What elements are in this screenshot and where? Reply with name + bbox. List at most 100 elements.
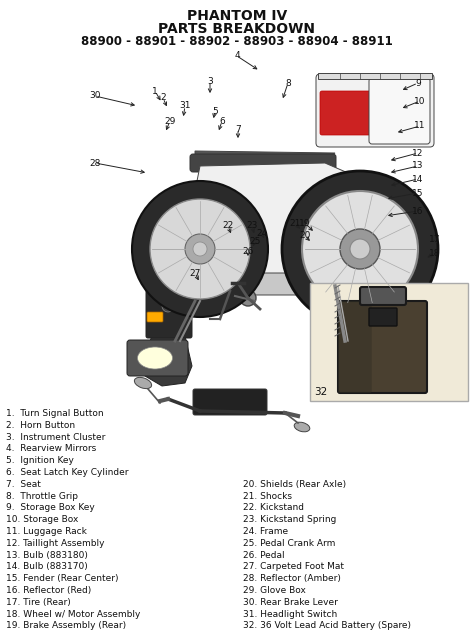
- Text: 22: 22: [222, 221, 234, 230]
- Circle shape: [162, 300, 174, 312]
- Text: 20. Shields (Rear Axle): 20. Shields (Rear Axle): [243, 480, 346, 489]
- FancyBboxPatch shape: [338, 301, 427, 393]
- Text: 31. Headlight Switch: 31. Headlight Switch: [243, 610, 337, 618]
- Circle shape: [340, 229, 380, 269]
- Polygon shape: [195, 151, 335, 161]
- Text: 28: 28: [89, 158, 100, 167]
- Text: 27: 27: [189, 269, 201, 278]
- FancyBboxPatch shape: [369, 308, 397, 326]
- Text: 19. Brake Assembly (Rear): 19. Brake Assembly (Rear): [6, 622, 126, 630]
- FancyBboxPatch shape: [191, 273, 310, 295]
- FancyBboxPatch shape: [186, 189, 200, 278]
- FancyBboxPatch shape: [310, 283, 468, 401]
- FancyBboxPatch shape: [193, 389, 267, 415]
- Text: 22. Kickstand: 22. Kickstand: [243, 504, 304, 512]
- FancyBboxPatch shape: [320, 91, 372, 135]
- Text: 8.  Throttle Grip: 8. Throttle Grip: [6, 492, 78, 500]
- Ellipse shape: [137, 347, 173, 369]
- Polygon shape: [305, 211, 382, 291]
- Text: PHANTOM IV: PHANTOM IV: [187, 9, 287, 23]
- Text: 29. Glove Box: 29. Glove Box: [243, 586, 306, 595]
- Text: 17: 17: [429, 235, 441, 244]
- FancyBboxPatch shape: [147, 312, 163, 322]
- Text: 29: 29: [164, 117, 176, 126]
- Text: 20: 20: [299, 232, 310, 240]
- Circle shape: [282, 171, 438, 327]
- Text: 24: 24: [256, 228, 268, 237]
- Circle shape: [132, 181, 268, 317]
- Text: 31: 31: [179, 102, 191, 110]
- Circle shape: [302, 191, 418, 307]
- Text: 10: 10: [414, 97, 426, 105]
- Text: 21. Shocks: 21. Shocks: [243, 492, 292, 500]
- Text: 32: 32: [314, 387, 327, 397]
- Text: 18: 18: [429, 249, 441, 257]
- Text: PARTS BREAKDOWN: PARTS BREAKDOWN: [158, 22, 316, 36]
- Text: 13. Bulb (883180): 13. Bulb (883180): [6, 551, 88, 560]
- Text: 12. Taillight Assembly: 12. Taillight Assembly: [6, 539, 104, 548]
- Text: 3: 3: [207, 76, 213, 85]
- Text: 32. 36 Volt Lead Acid Battery (Spare): 32. 36 Volt Lead Acid Battery (Spare): [243, 622, 411, 630]
- Text: 14. Bulb (883170): 14. Bulb (883170): [6, 562, 88, 572]
- Text: 7.  Seat: 7. Seat: [6, 480, 41, 489]
- Text: 8: 8: [285, 78, 291, 88]
- FancyBboxPatch shape: [338, 301, 372, 393]
- Text: 88900 - 88901 - 88902 - 88903 - 88904 - 88911: 88900 - 88901 - 88902 - 88903 - 88904 - …: [81, 35, 393, 48]
- Text: 1: 1: [152, 86, 158, 95]
- Text: 30: 30: [89, 91, 101, 100]
- FancyBboxPatch shape: [369, 220, 386, 244]
- Polygon shape: [318, 73, 432, 79]
- Text: 13: 13: [412, 162, 424, 170]
- Ellipse shape: [134, 377, 152, 389]
- Polygon shape: [185, 163, 385, 293]
- Text: 3.  Instrument Cluster: 3. Instrument Cluster: [6, 433, 105, 442]
- Text: 14: 14: [412, 175, 424, 184]
- Text: 19: 19: [299, 218, 311, 228]
- Text: 25. Pedal Crank Arm: 25. Pedal Crank Arm: [243, 539, 336, 548]
- Text: 17. Tire (Rear): 17. Tire (Rear): [6, 598, 71, 607]
- Text: 4: 4: [234, 52, 240, 61]
- Ellipse shape: [294, 422, 310, 432]
- Circle shape: [240, 290, 256, 306]
- FancyBboxPatch shape: [146, 279, 192, 338]
- Text: 16: 16: [412, 206, 424, 216]
- Text: 1.  Turn Signal Button: 1. Turn Signal Button: [6, 409, 104, 418]
- Text: 7: 7: [235, 124, 241, 134]
- Text: 26. Pedal: 26. Pedal: [243, 551, 284, 560]
- Text: 25: 25: [249, 237, 261, 245]
- Text: 10. Storage Box: 10. Storage Box: [6, 515, 78, 524]
- FancyBboxPatch shape: [370, 244, 383, 252]
- Text: 23: 23: [246, 221, 258, 230]
- Text: 30. Rear Brake Lever: 30. Rear Brake Lever: [243, 598, 338, 607]
- Text: 21: 21: [289, 218, 301, 228]
- Text: 27. Carpeted Foot Mat: 27. Carpeted Foot Mat: [243, 562, 344, 572]
- Polygon shape: [148, 193, 200, 336]
- Text: 5.  Ignition Key: 5. Ignition Key: [6, 456, 74, 465]
- Text: 26: 26: [242, 247, 254, 256]
- Polygon shape: [142, 336, 192, 386]
- Text: 2.  Horn Button: 2. Horn Button: [6, 421, 75, 430]
- Text: 12: 12: [412, 148, 424, 158]
- Text: 16. Reflector (Red): 16. Reflector (Red): [6, 586, 91, 595]
- Text: 4.  Rearview Mirrors: 4. Rearview Mirrors: [6, 444, 96, 454]
- Circle shape: [193, 242, 207, 256]
- Text: 9: 9: [415, 78, 421, 88]
- Circle shape: [350, 239, 370, 259]
- Text: 2: 2: [160, 93, 166, 102]
- FancyBboxPatch shape: [190, 154, 336, 172]
- Circle shape: [185, 234, 215, 264]
- FancyBboxPatch shape: [369, 78, 430, 144]
- Text: 23. Kickstand Spring: 23. Kickstand Spring: [243, 515, 337, 524]
- Text: 9.  Storage Box Key: 9. Storage Box Key: [6, 504, 95, 512]
- Text: 5: 5: [212, 107, 218, 115]
- Text: 15: 15: [412, 189, 424, 198]
- Text: 24. Frame: 24. Frame: [243, 527, 288, 536]
- FancyBboxPatch shape: [316, 74, 434, 147]
- Text: 6: 6: [219, 117, 225, 126]
- Text: 11. Luggage Rack: 11. Luggage Rack: [6, 527, 87, 536]
- Circle shape: [150, 199, 250, 299]
- Text: 15. Fender (Rear Center): 15. Fender (Rear Center): [6, 574, 118, 583]
- FancyBboxPatch shape: [360, 287, 406, 305]
- Text: 28. Reflector (Amber): 28. Reflector (Amber): [243, 574, 341, 583]
- Text: 18. Wheel w/ Motor Assembly: 18. Wheel w/ Motor Assembly: [6, 610, 140, 618]
